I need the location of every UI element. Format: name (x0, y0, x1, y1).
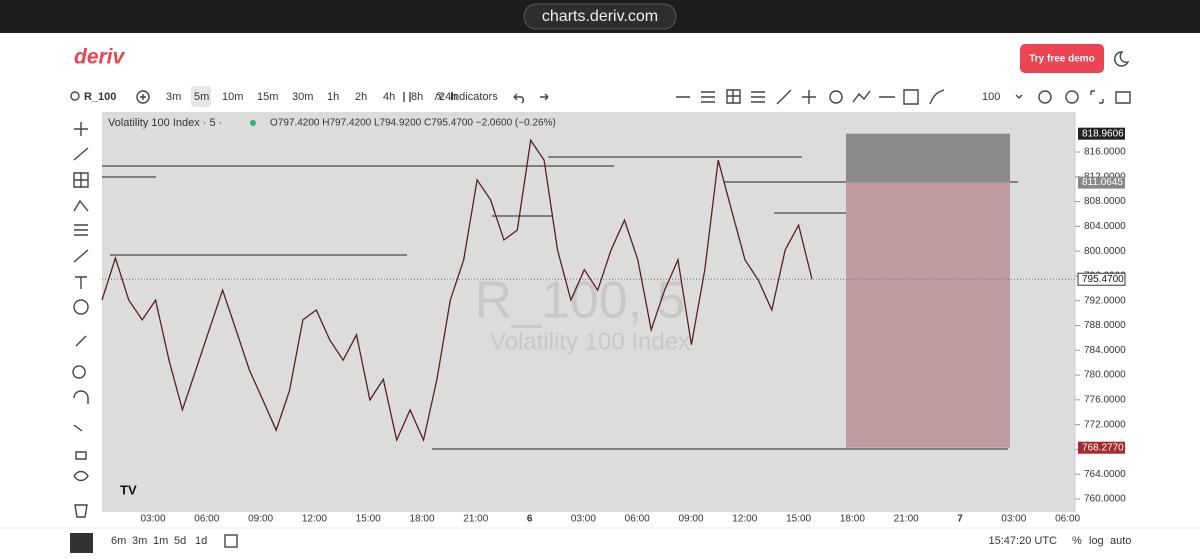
target-zone (846, 133, 1010, 183)
timeframe[interactable]: 24h (439, 91, 457, 103)
plot: 816.0000812.0000808.0000804.0000800.0000… (101, 127, 1126, 525)
cta-button[interactable] (1020, 44, 1104, 73)
period[interactable]: 5d (174, 535, 186, 547)
calendar[interactable] (224, 534, 238, 548)
price-label-box (1078, 441, 1125, 454)
period[interactable]: 6m (111, 535, 126, 547)
period[interactable]: 1d (195, 535, 207, 547)
fx-icon: 𝑓x (434, 91, 443, 103)
undo[interactable] (513, 93, 524, 104)
scale-option[interactable]: % (1072, 535, 1082, 547)
footer: 6m 3m 1m 5d 1d% log auto (111, 535, 1131, 547)
y-tick-label: 804.0000 (1084, 221, 1126, 232)
timeframe[interactable]: 3m (166, 91, 181, 103)
url: charts.deriv.com (542, 8, 658, 25)
x-tick-label: 15:00 (786, 514, 811, 525)
zoom[interactable]: 100 (982, 91, 1000, 103)
url-pill[interactable] (523, 3, 677, 30)
x-tick-label: 06:00 (625, 514, 650, 525)
drawing-tools[interactable] (676, 89, 945, 105)
chart-settings[interactable] (1038, 90, 1131, 104)
y-tick-label: 764.0000 (1084, 469, 1126, 480)
chart-title: Volatility 100 Index · 5 · (108, 117, 222, 129)
timeframes: 3m 5m 10m 15m 30m 1h 2h 4h 8h 24h (166, 86, 457, 107)
x-tick-label: 21:00 (894, 514, 919, 525)
x-tick-label: 03:00 (571, 514, 596, 525)
timeframe[interactable]: 8h (411, 91, 423, 103)
x-tick-label: 12:00 (302, 514, 327, 525)
price-label: 811.0645 (1082, 177, 1123, 188)
y-tick-label: 808.0000 (1084, 196, 1126, 207)
x-tick-label: 03:00 (140, 514, 165, 525)
timeframe[interactable]: 4h (383, 91, 395, 103)
clock: 15:47:20 UTC (989, 535, 1058, 547)
x-tick-label: 12:00 (732, 514, 757, 525)
redo[interactable] (540, 93, 549, 101)
price-label-box (1078, 176, 1125, 189)
scale-option[interactable]: auto (1110, 535, 1131, 547)
timeframe[interactable]: 5m (194, 91, 209, 103)
chart-type-icon[interactable] (403, 92, 411, 102)
logo[interactable]: deriv (74, 46, 126, 69)
x-tick-label: 18:00 (840, 514, 865, 525)
x-tick-label: 15:00 (356, 514, 381, 525)
watermark-name: Volatility 100 Index (490, 328, 690, 355)
price-label: 795.4700 (1082, 274, 1124, 285)
x-tick-label: 09:00 (248, 514, 273, 525)
x-tick-label: 03:00 (1001, 514, 1026, 525)
x-tick-label: 21:00 (463, 514, 488, 525)
timeframe[interactable]: 1h (327, 91, 339, 103)
y-tick-label: 780.0000 (1084, 370, 1126, 381)
y-tick-label: 760.0000 (1084, 494, 1126, 505)
ohlc: O797.4200 H797.4200 L794.9200 C795.4700 … (270, 118, 556, 129)
sidebar[interactable] (72, 122, 89, 518)
period[interactable]: 1m (153, 535, 168, 547)
add-icon[interactable] (136, 90, 150, 104)
price-label: 818.9606 (1082, 128, 1124, 139)
tv-logo: TV (120, 482, 137, 497)
x-tick-label: 6 (527, 514, 533, 525)
stop-zone (846, 182, 1010, 448)
timeframe[interactable]: 15m (257, 91, 278, 103)
timeframe[interactable]: 10m (222, 91, 243, 103)
y-tick-label: 776.0000 (1084, 394, 1126, 405)
watermark-symbol: R_100, 5 (474, 272, 685, 330)
period[interactable]: 3m (132, 535, 147, 547)
price-label-box (1078, 127, 1125, 140)
x-tick-label: 06:00 (194, 514, 219, 525)
x-tick-label: 06:00 (1055, 514, 1080, 525)
x-tick-label: 18:00 (409, 514, 434, 525)
price-line (101, 138, 813, 443)
cta-label: Try free demo (1029, 54, 1095, 65)
x-tick-label: 7 (957, 514, 963, 525)
y-tick-label: 772.0000 (1084, 419, 1126, 430)
x-tick-label: 09:00 (678, 514, 703, 525)
scale-option[interactable]: log (1089, 535, 1104, 547)
symbol[interactable]: R_100 (84, 91, 116, 103)
theme-toggle[interactable] (1114, 51, 1130, 67)
y-tick-label: 816.0000 (1084, 147, 1126, 158)
y-tick-label: 800.0000 (1084, 246, 1126, 257)
status-dot (250, 120, 256, 126)
y-tick-label: 788.0000 (1084, 320, 1126, 331)
price-label-box (1077, 272, 1126, 286)
timeframe[interactable]: 30m (292, 91, 313, 103)
timeframe[interactable]: 2h (355, 91, 367, 103)
favorite[interactable] (70, 533, 93, 553)
add-plus (140, 94, 146, 100)
timeframe-active (191, 86, 211, 107)
zoom-caret (1015, 94, 1023, 99)
indicators[interactable]: Indicators (450, 91, 498, 103)
y-tick-label: 792.0000 (1084, 295, 1126, 306)
y-tick-label: 784.0000 (1084, 345, 1126, 356)
search-icon[interactable] (70, 91, 80, 101)
price-label: 768.2770 (1082, 442, 1124, 453)
